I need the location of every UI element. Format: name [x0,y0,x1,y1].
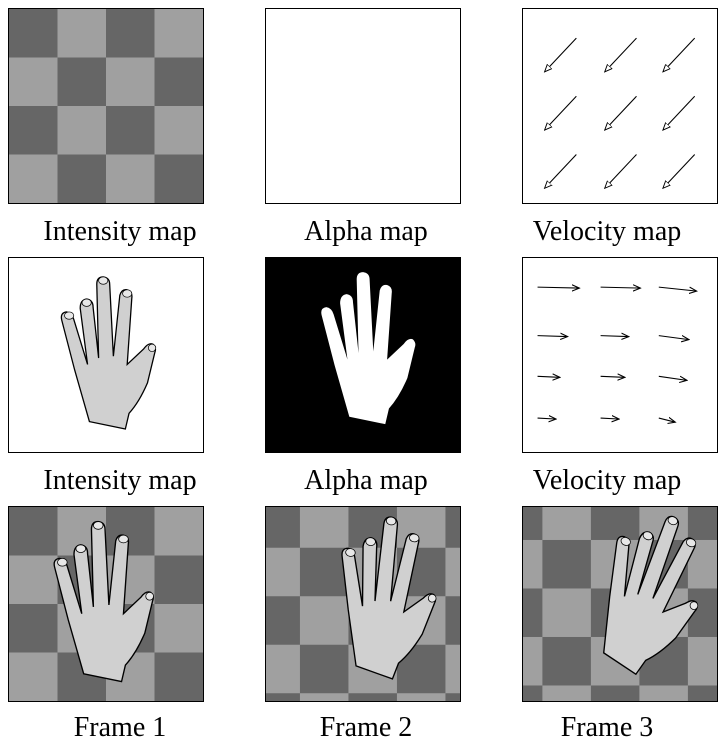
intensity-map-checker-panel [8,8,204,204]
velocity-arrow [658,286,696,291]
velocity-arrow [605,95,637,129]
velocity-arrows-diagonal [523,37,696,203]
velocity-arrow [600,418,618,419]
caption-velocity-map-1: Velocity map [532,216,682,247]
velocity-map-hand-panel [522,257,718,453]
caption-alpha-map-2: Alpha map [304,465,428,496]
caption-frame-2: Frame 2 [319,712,413,743]
frame-3-panel [522,506,718,702]
frame-1-image [9,507,203,701]
caption-alpha-map-1: Alpha map [304,216,428,247]
velocity-arrow [600,376,624,377]
velocity-arrow [664,154,696,188]
caption-velocity-map-2: Velocity map [532,465,682,496]
caption-intensity-map-1: Intensity map [43,216,197,247]
velocity-arrow [658,376,686,380]
checkerboard-image [9,9,203,203]
velocity-arrow [537,376,559,377]
caption-frame-1: Frame 1 [73,712,167,743]
velocity-arrow [545,154,577,188]
intensity-map-hand-panel [8,257,204,453]
alpha-map-hand-panel [265,257,461,453]
velocity-arrow [537,287,579,288]
velocity-arrow [658,418,675,422]
velocity-arrow [600,287,640,288]
frame-2-image [266,507,460,701]
velocity-arrow [664,37,696,71]
frame-1-panel [8,506,204,702]
caption-intensity-map-2: Intensity map [43,465,197,496]
hand-silhouette [321,272,416,425]
hand-image [60,276,157,430]
frame-2-panel [265,506,461,702]
velocity-arrow [545,95,577,129]
velocity-arrow [664,95,696,129]
caption-frame-3: Frame 3 [560,712,654,743]
velocity-arrow [600,336,628,337]
velocity-arrow [545,37,577,71]
velocity-arrow [605,154,637,188]
frame-3-image [523,507,717,701]
velocity-arrow [658,336,688,340]
velocity-map-uniform-panel [522,8,718,204]
alpha-map-blank-panel [265,8,461,204]
velocity-arrow [537,418,555,419]
velocity-arrows-horizontal [537,258,717,452]
velocity-arrow [537,336,567,337]
velocity-arrow [605,37,637,71]
